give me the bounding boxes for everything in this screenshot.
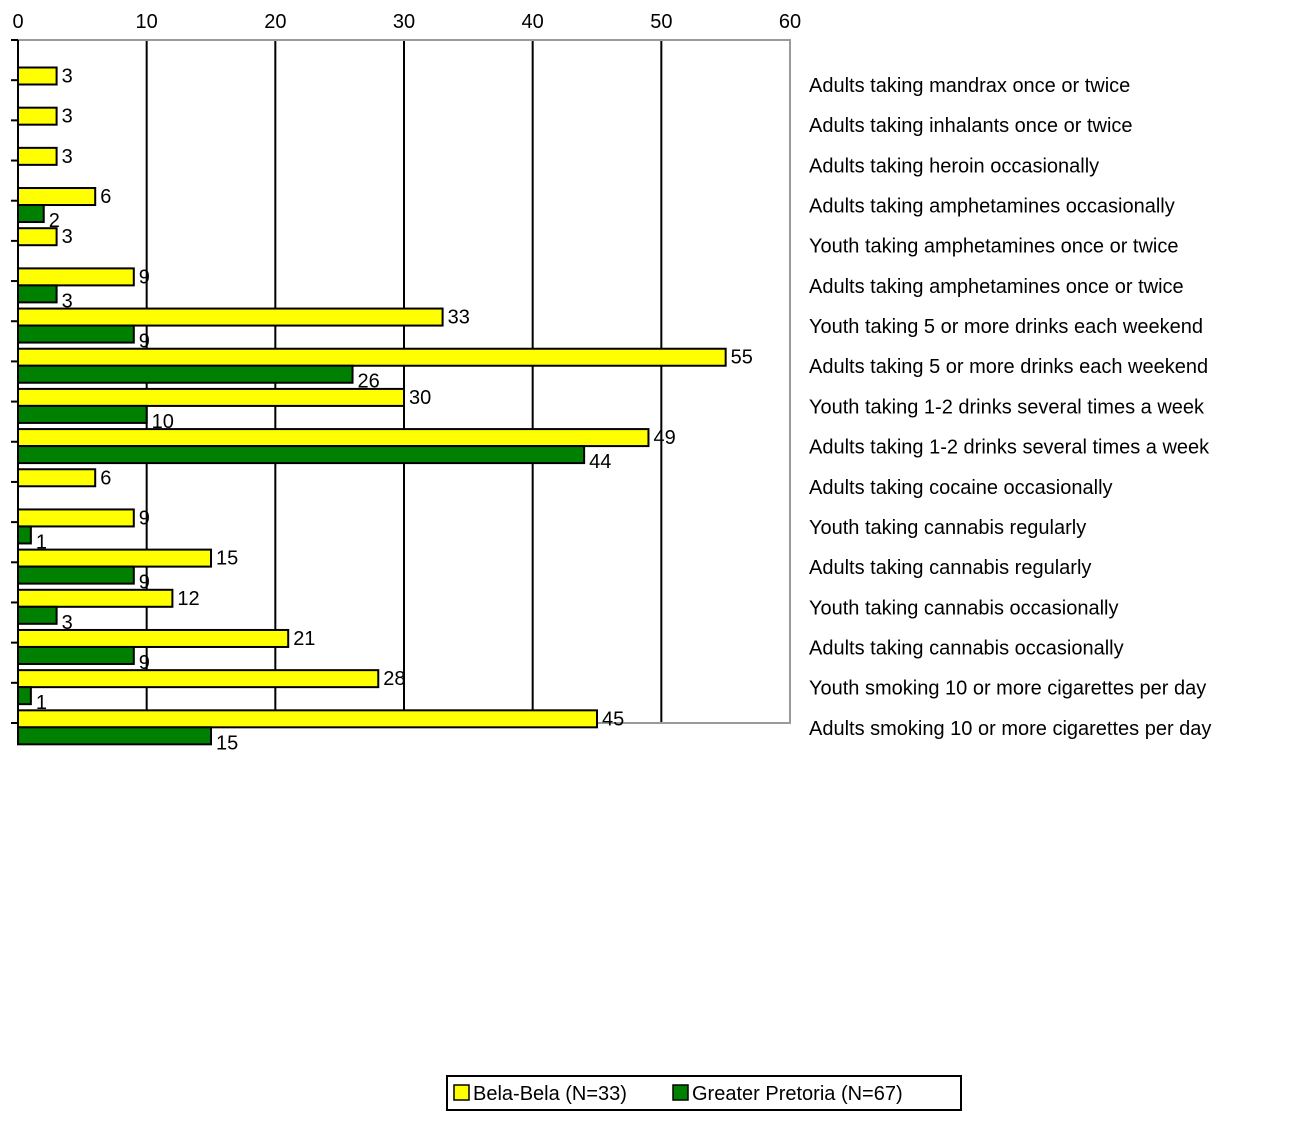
x-tick-label: 60 (779, 11, 801, 33)
data-label: 21 (293, 628, 315, 650)
data-label: 3 (62, 612, 73, 634)
bar-bela-bela (17, 628, 290, 648)
data-label: 30 (409, 387, 431, 409)
data-label: 9 (139, 572, 150, 594)
x-tick-label: 10 (136, 11, 158, 33)
data-label: 2 (49, 210, 60, 232)
bar-greater-pretoria (17, 284, 58, 304)
x-tick-label: 20 (264, 11, 286, 33)
category-label: Adults taking amphetamines occasionally (809, 196, 1175, 218)
data-label: 3 (62, 226, 73, 248)
data-label: 28 (383, 668, 405, 690)
category-label: Adults taking cannabis regularly (809, 557, 1091, 579)
x-tick-label: 30 (393, 11, 415, 33)
bar-greater-pretoria (17, 565, 135, 585)
bar-greater-pretoria (17, 605, 58, 625)
data-label: 3 (62, 106, 73, 128)
bar-greater-pretoria (17, 204, 45, 224)
legend-swatch-bela-bela (453, 1084, 470, 1101)
bar-greater-pretoria (17, 364, 354, 384)
x-tick-label: 0 (12, 11, 23, 33)
legend-label-bela-bela: Bela-Bela (N=33) (473, 1083, 627, 1105)
data-label: 15 (216, 732, 238, 754)
bar-greater-pretoria (17, 525, 32, 545)
bar-bela-bela (17, 508, 135, 528)
data-label: 12 (177, 588, 199, 610)
data-label: 1 (36, 531, 47, 553)
category-label: Youth smoking 10 or more cigarettes per … (809, 678, 1206, 700)
category-label: Adults taking amphetamines once or twice (809, 276, 1184, 298)
bar-greater-pretoria (17, 404, 148, 424)
category-label: Youth taking amphetamines once or twice (809, 236, 1178, 258)
data-label: 15 (216, 548, 238, 570)
legend-swatch-greater-pretoria (672, 1084, 689, 1101)
data-label: 9 (139, 266, 150, 288)
data-label: 55 (731, 347, 753, 369)
category-labels: Adults taking mandrax once or twice Adult… (809, 75, 1211, 740)
y-axis (11, 39, 19, 724)
bar-greater-pretoria (17, 324, 135, 344)
category-label: Youth taking 1-2 drinks several times a … (809, 396, 1205, 418)
data-label: 3 (62, 290, 73, 312)
data-labels: 3336239333955263010494469115912321928145… (36, 66, 753, 755)
category-label: Youth taking 5 or more drinks each weeke… (809, 316, 1203, 338)
bar-bela-bela (17, 227, 58, 247)
category-label: Adults taking heroin occasionally (809, 155, 1099, 177)
data-label: 6 (100, 186, 111, 208)
data-label: 26 (358, 371, 380, 393)
category-label: Youth taking cannabis regularly (809, 517, 1086, 539)
bar-greater-pretoria (17, 686, 32, 706)
data-label: 10 (152, 411, 174, 433)
category-label: Adults taking cannabis occasionally (809, 637, 1124, 659)
data-label: 44 (589, 451, 611, 473)
bars (17, 66, 727, 746)
category-label: Adults taking mandrax once or twice (809, 75, 1130, 97)
x-tick-label: 50 (650, 11, 672, 33)
legend-label-greater-pretoria: Greater Pretoria (N=67) (692, 1083, 903, 1105)
data-label: 45 (602, 708, 624, 730)
bar-bela-bela (17, 267, 135, 287)
bar-bela-bela (17, 146, 58, 166)
bar-bela-bela (17, 709, 598, 729)
x-tick-label: 40 (522, 11, 544, 33)
data-label: 49 (653, 427, 675, 449)
gridlines (145, 40, 663, 723)
category-label: Adults smoking 10 or more cigarettes per… (809, 718, 1211, 740)
legend-box (446, 1075, 962, 1111)
bar-greater-pretoria (17, 645, 135, 665)
category-label: Adults taking 5 or more drinks each week… (809, 356, 1208, 378)
bar-greater-pretoria (17, 726, 212, 746)
data-label: 6 (100, 467, 111, 489)
bar-bela-bela (17, 66, 58, 86)
bar-greater-pretoria (17, 445, 586, 465)
bar-bela-bela (17, 347, 727, 367)
bar-bela-bela (17, 387, 405, 407)
category-label: Adults taking cocaine occasionally (809, 477, 1113, 499)
bar-bela-bela (17, 588, 174, 608)
data-label: 33 (448, 307, 470, 329)
bar-bela-bela (17, 106, 58, 126)
bar-bela-bela (17, 428, 650, 448)
bar-bela-bela (17, 669, 380, 689)
bar-bela-bela (17, 468, 97, 488)
data-label: 3 (62, 146, 73, 168)
data-label: 3 (62, 66, 73, 88)
data-label: 9 (139, 652, 150, 674)
bar-bela-bela (17, 307, 444, 327)
data-label: 9 (139, 507, 150, 529)
legend: Bela-Bela (N=33) Greater Pretoria (N=67) (446, 1075, 962, 1111)
data-label: 1 (36, 692, 47, 714)
data-label: 9 (139, 331, 150, 353)
category-label: Adults taking inhalants once or twice (809, 115, 1133, 137)
category-label: Adults taking 1-2 drinks several times a… (809, 437, 1210, 459)
x-axis-ticks: 0 10 20 30 40 50 60 (12, 11, 801, 33)
category-label: Youth taking cannabis occasionally (809, 597, 1118, 619)
bar-bela-bela (17, 187, 97, 207)
